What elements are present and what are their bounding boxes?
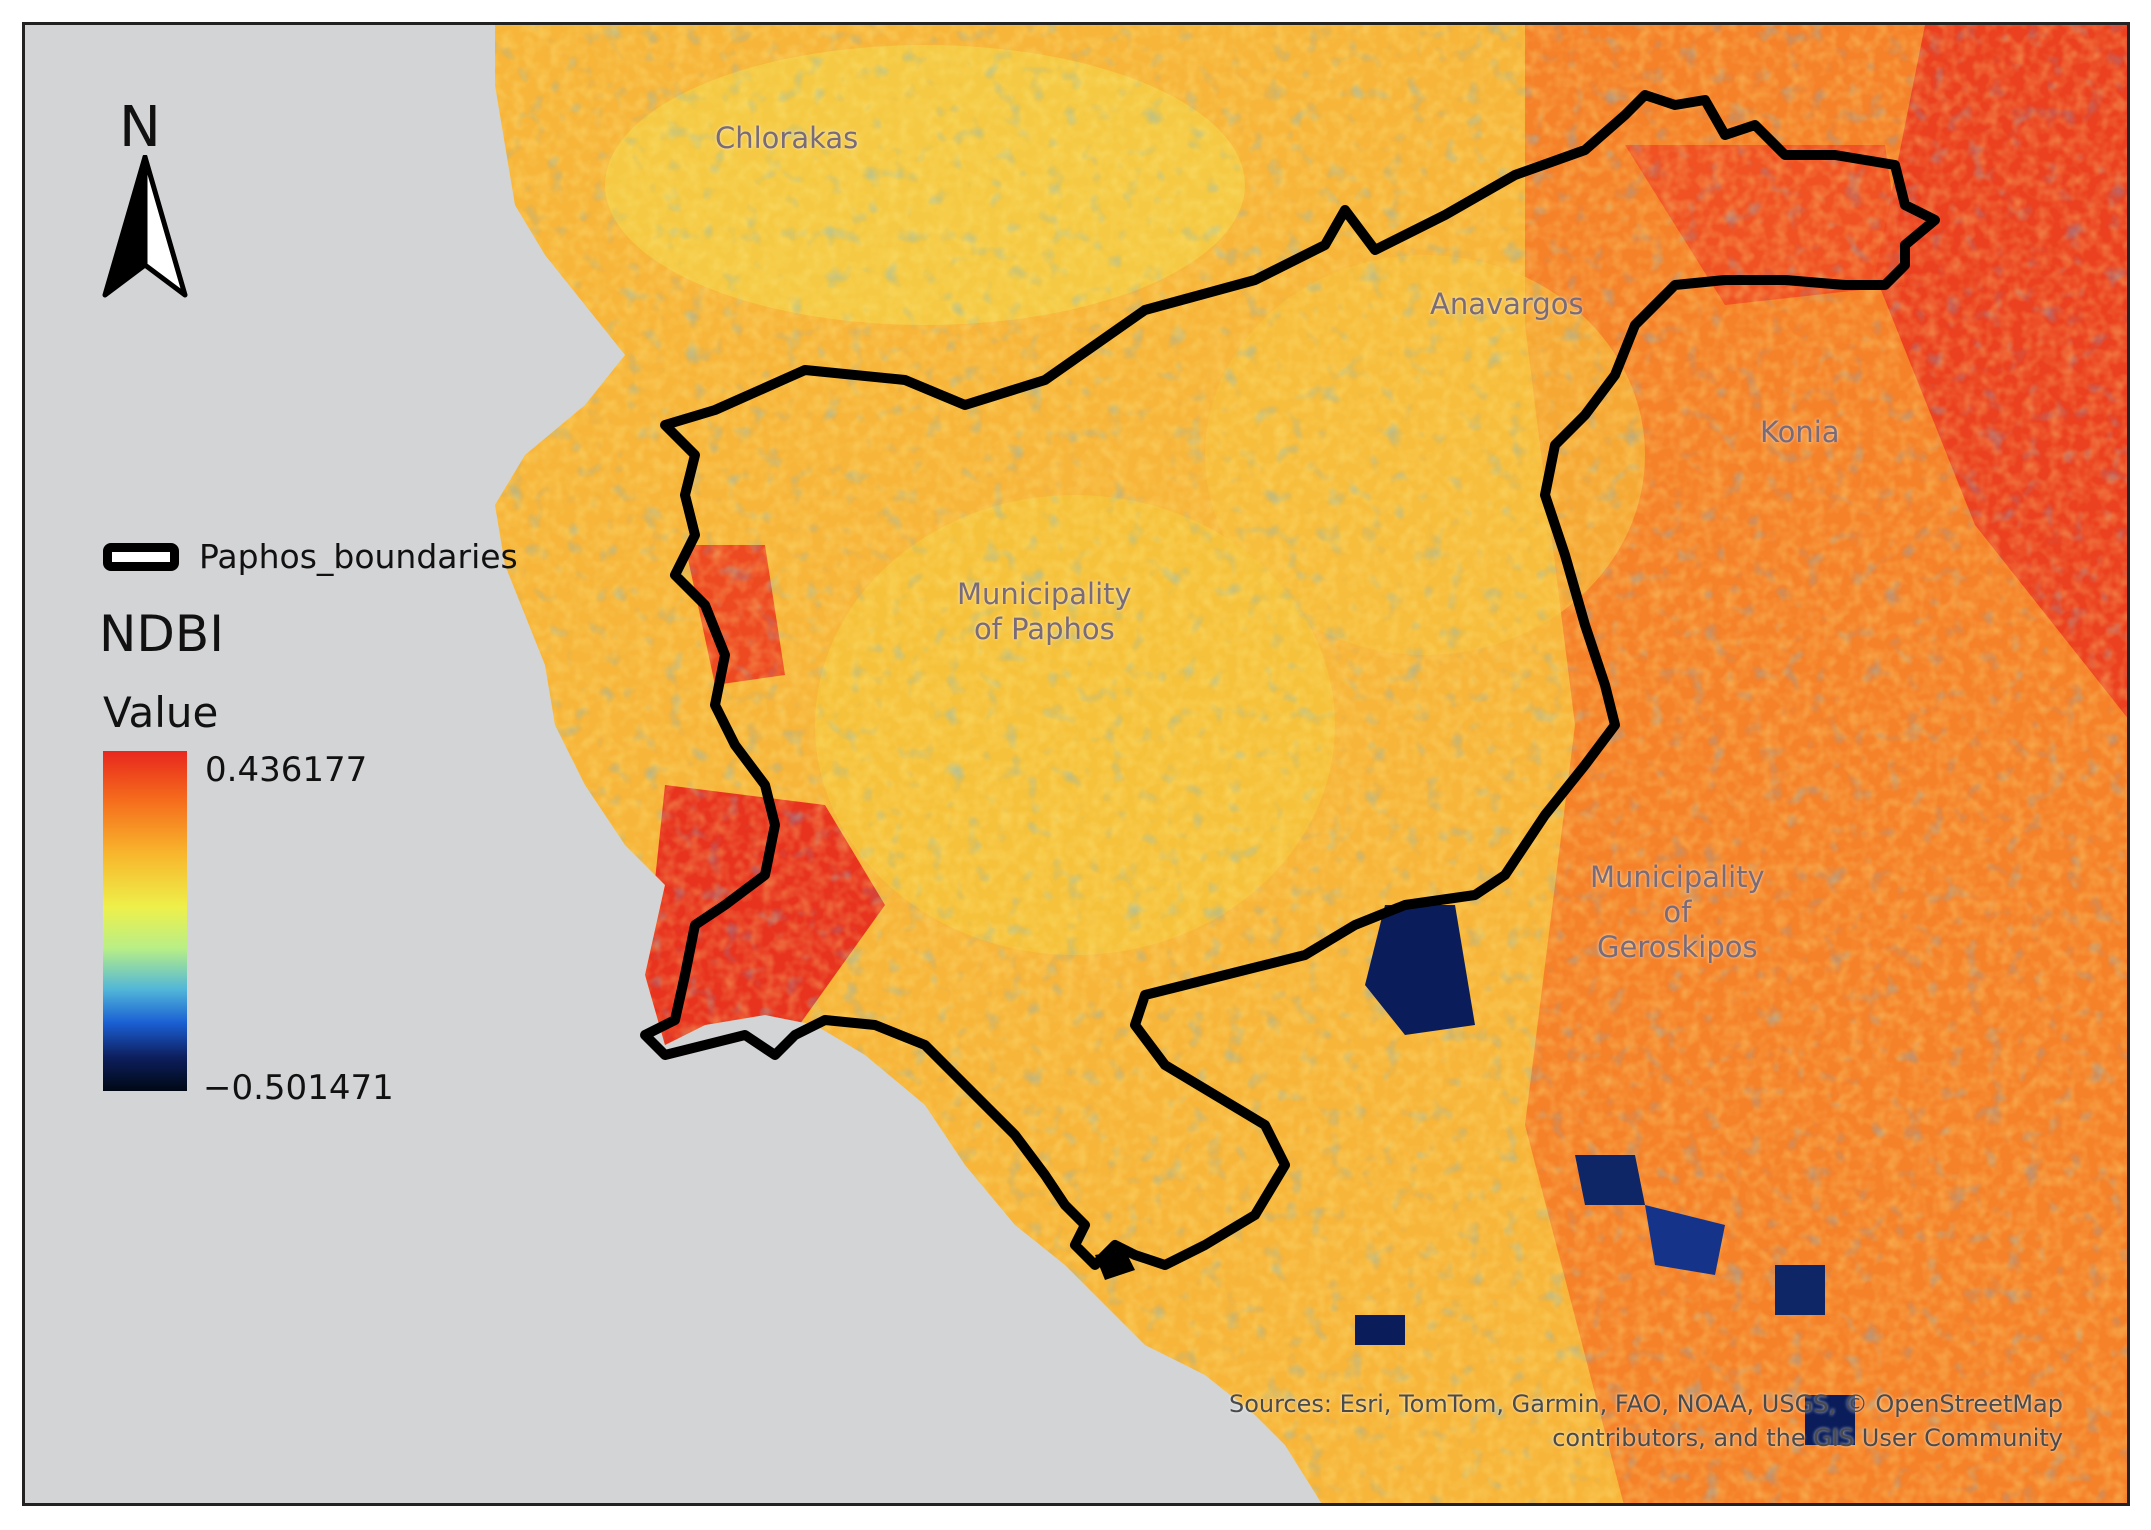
ramp-min-label: −0.501471 bbox=[203, 1068, 394, 1108]
place-label-municipality-geroskipos: Municipality of Geroskipos bbox=[1590, 860, 1765, 964]
place-label-konia: Konia bbox=[1760, 415, 1840, 449]
map-attribution: Sources: Esri, TomTom, Garmin, FAO, NOAA… bbox=[1229, 1388, 2063, 1455]
attribution-line-1: Sources: Esri, TomTom, Garmin, FAO, NOAA… bbox=[1228, 1390, 2063, 1418]
place-label-anavargos: Anavargos bbox=[1430, 287, 1584, 321]
paphos-boundary bbox=[640, 90, 1940, 1270]
color-ramp bbox=[103, 751, 187, 1091]
attribution-line-2: contributors, and the GIS User Community bbox=[1552, 1423, 2063, 1452]
north-label: N bbox=[119, 95, 161, 160]
legend-boundary-entry: Paphos_boundaries bbox=[103, 537, 518, 576]
place-label-municipality-paphos: Municipality of Paphos bbox=[957, 577, 1132, 646]
ndbi-map bbox=[495, 25, 2127, 1503]
boundary-tip bbox=[1095, 1250, 1135, 1280]
place-label-chlorakas: Chlorakas bbox=[715, 121, 859, 155]
ramp-max-label: 0.436177 bbox=[205, 750, 368, 790]
boundary-swatch-icon bbox=[103, 542, 179, 571]
legend-subtitle: Value bbox=[103, 688, 219, 737]
legend-title: NDBI bbox=[99, 605, 224, 663]
map-frame: N Paphos_boundaries NDBI Value 0.436177 … bbox=[22, 22, 2130, 1506]
legend-layer-label: Paphos_boundaries bbox=[199, 537, 518, 576]
north-arrow-icon bbox=[102, 155, 188, 298]
